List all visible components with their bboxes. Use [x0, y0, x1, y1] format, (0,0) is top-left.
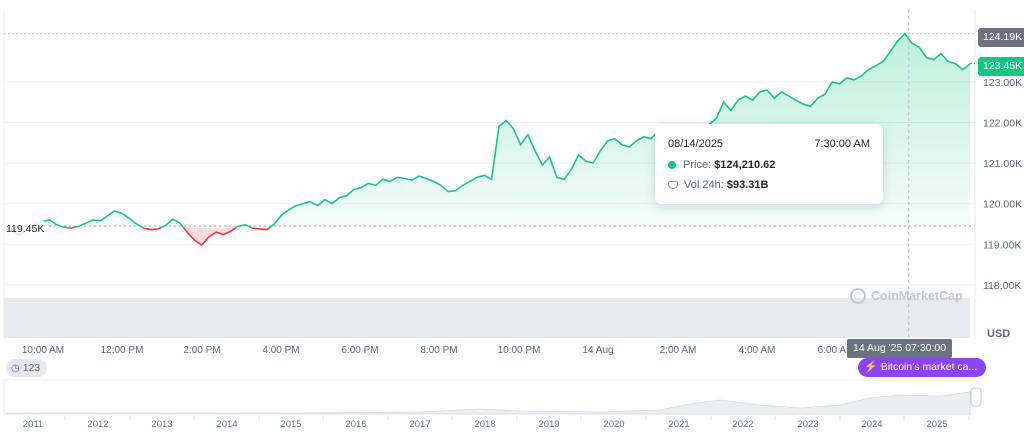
crosshair-time-label: 14 Aug '25 07:30:00	[847, 339, 953, 358]
tooltip-date: 08/14/2025	[668, 138, 724, 150]
high-price-tag: 124.19K	[978, 28, 1024, 47]
price-area-below-open	[8, 228, 270, 246]
y-axis: 118.00K 119.00K 120.00K 121.00K 122.00K 123.0…	[983, 77, 1022, 292]
currency-label: USD	[987, 328, 1011, 340]
x-tick-label: 4:00 PM	[262, 345, 299, 356]
tooltip-volume-value: $93.31B	[726, 179, 769, 191]
navigator-year-label: 2023	[797, 419, 818, 430]
volume-icon	[668, 181, 678, 189]
x-tick-label: 14 Aug	[582, 345, 613, 356]
navigator-year-label: 2022	[732, 419, 753, 430]
navigator-year-label: 2015	[280, 419, 301, 430]
navigator-year-label: 2020	[603, 419, 624, 430]
navigator-year-label: 2018	[474, 419, 495, 430]
history-icon: ◷	[11, 363, 20, 374]
opening-price-label: 119.45K	[4, 221, 47, 237]
tooltip-price-row: Price: $124,210.62	[668, 159, 775, 171]
navigator-year-label: 2012	[87, 419, 108, 430]
navigator-year-label: 2016	[345, 419, 366, 430]
events-count-button[interactable]: ◷ 123	[6, 359, 48, 377]
navigator-year-label: 2025	[926, 419, 947, 430]
x-tick-label: 2:00 PM	[183, 345, 220, 356]
navigator-year-label: 2011	[23, 419, 43, 430]
x-tick-label: 4:00 AM	[739, 345, 776, 356]
x-tick-label: 10:00 AM	[22, 345, 64, 356]
y-tick-label: 122.00K	[983, 118, 1022, 130]
x-axis: 10:00 AM 12:00 PM 2:00 PM 4:00 PM 6:00 PM 8:0…	[22, 345, 854, 356]
current-price-tag: 123.45K	[978, 57, 1024, 76]
volume-area	[4, 298, 970, 338]
coinmarketcap-logo-icon	[850, 288, 866, 304]
navigator-year-label: 2021	[668, 419, 689, 430]
navigator-year-label: 2014	[216, 419, 237, 430]
y-tick-label: 121.00K	[983, 158, 1022, 170]
tooltip-time: 7:30:00 AM	[814, 138, 870, 150]
navigator-handle-icon	[970, 387, 982, 407]
x-tick-label: 6:00 PM	[341, 345, 378, 356]
x-tick-label: 6:00 AM	[818, 345, 855, 356]
x-tick-label: 10:00 PM	[498, 345, 541, 356]
y-tick-label: 119.00K	[983, 239, 1021, 251]
x-tick-label: 8:00 PM	[420, 345, 457, 356]
tooltip-volume-row: Vol 24h: $93.31B	[668, 179, 768, 191]
lightning-icon: ⚡	[864, 361, 878, 373]
tooltip-price-value: $124,210.62	[714, 159, 776, 171]
navigator-year-label: 2013	[151, 419, 172, 430]
navigator-history-area	[5, 391, 971, 415]
x-tick-label: 2:00 AM	[660, 345, 697, 356]
price-line-up	[5, 32, 971, 228]
x-tick-label: 12:00 PM	[101, 345, 144, 356]
y-tick-label: 120.00K	[983, 199, 1022, 211]
event-pill-button[interactable]: ⚡ Bitcoin's market ca...	[858, 358, 987, 377]
volume-bars	[4, 298, 970, 338]
navigator-year-label: 2024	[861, 419, 882, 430]
y-tick-label: 123.00K	[983, 77, 1022, 89]
price-dot-icon	[668, 161, 676, 169]
navigator-year-label: 2017	[409, 419, 430, 430]
navigator-year-label: 2019	[538, 419, 559, 430]
navigator: 2011 2012 2013 2014 2015 2016 2017 2018 2019 2020…	[3, 379, 982, 430]
watermark: CoinMarketCap	[850, 288, 963, 304]
y-tick-label: 118.00K	[983, 280, 1021, 292]
chart-tooltip: 08/14/2025 7:30:00 AM Price: $124,210.62…	[655, 124, 883, 204]
